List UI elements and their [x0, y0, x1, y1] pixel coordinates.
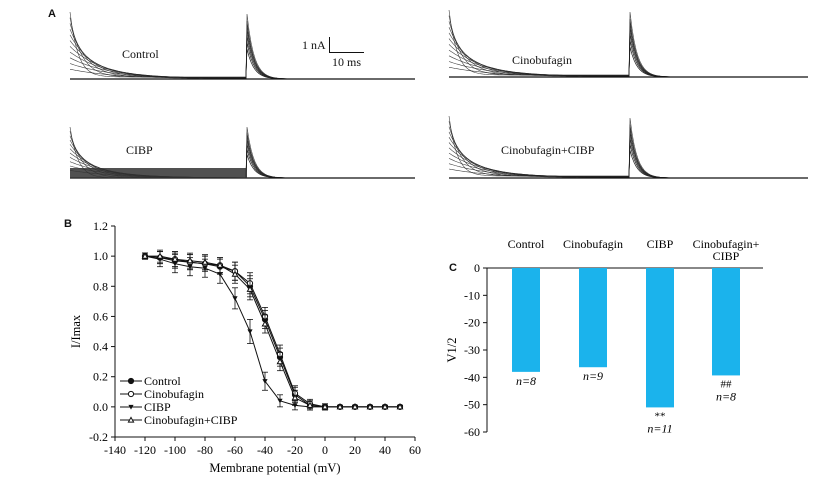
b-y-tick-label: 0.2 — [93, 370, 108, 384]
trace-label-cibp: CIBP — [124, 143, 155, 158]
c-bar — [712, 268, 740, 376]
b-x-tick-label: 40 — [379, 443, 391, 457]
data-point — [262, 379, 268, 384]
trace-label-control: Control — [120, 47, 161, 62]
data-point — [127, 390, 135, 398]
c-bar — [579, 268, 607, 368]
b-x-tick-label: -40 — [257, 443, 273, 457]
c-category-label: CIBP — [713, 249, 740, 263]
trace-noise-band — [70, 168, 247, 178]
c-n-label: n=11 — [647, 421, 672, 435]
c-significance-label: ## — [721, 378, 733, 390]
scalebar: 1 nA 10 ms — [280, 35, 390, 75]
data-point — [396, 403, 404, 410]
b-y-tick-label: 0.4 — [93, 340, 108, 354]
data-point — [276, 358, 284, 365]
b-x-axis-label: Membrane potential (mV) — [209, 461, 340, 475]
data-point — [246, 285, 254, 292]
scalebar-vertical-line — [329, 37, 330, 53]
data-point — [381, 403, 389, 410]
b-x-tick-label: -140 — [104, 443, 126, 457]
trace-label-cinobufagin-cibp: Cinobufagin+CIBP — [499, 143, 597, 158]
panel-a-traces — [69, 9, 808, 179]
c-y-tick-label: -40 — [464, 370, 480, 384]
data-point — [232, 296, 238, 301]
c-category-label: Control — [508, 237, 545, 251]
c-y-tick-label: -60 — [464, 425, 480, 439]
c-significance-label: ** — [655, 410, 666, 422]
data-point — [321, 403, 329, 410]
data-point — [156, 252, 164, 259]
c-y-tick-label: -50 — [464, 398, 480, 412]
b-y-axis-label: I/Imax — [69, 314, 83, 348]
data-point — [127, 377, 135, 385]
data-point — [306, 401, 314, 408]
trace-label-cinobufagin: Cinobufagin — [510, 53, 574, 68]
b-x-tick-label: -100 — [164, 443, 186, 457]
data-point — [291, 394, 299, 401]
legend-label: Control — [144, 374, 181, 388]
data-point — [127, 416, 135, 423]
c-y-tick-label: 0 — [474, 261, 480, 275]
scalebar-time-label: 10 ms — [332, 55, 362, 69]
data-point — [216, 261, 224, 268]
c-n-label: n=8 — [716, 389, 736, 403]
data-point — [247, 329, 253, 335]
b-x-tick-label: 20 — [349, 443, 361, 457]
b-y-tick-label: 1.2 — [93, 219, 108, 233]
panel-c-letter: C — [449, 262, 457, 274]
data-point — [141, 252, 149, 259]
c-n-label: n=9 — [583, 369, 603, 383]
c-category-label: CIBP — [647, 237, 674, 251]
series-line — [145, 255, 400, 408]
data-point — [277, 398, 283, 404]
c-n-label: n=8 — [516, 374, 536, 388]
c-y-axis-label: V1/2 — [445, 338, 459, 363]
b-x-tick-label: -80 — [197, 443, 213, 457]
c-y-tick-label: -10 — [464, 288, 480, 302]
data-point — [186, 257, 194, 264]
panel-a-letter: A — [48, 8, 56, 20]
b-x-tick-label: -120 — [134, 443, 156, 457]
b-y-tick-label: 0.6 — [93, 309, 108, 323]
c-category-label: Cinobufagin — [563, 237, 623, 251]
b-x-tick-label: -20 — [287, 443, 303, 457]
data-point — [231, 270, 239, 277]
c-bar — [512, 268, 540, 372]
data-point — [261, 320, 269, 327]
panel-b-letter: B — [64, 218, 72, 230]
b-x-tick-label: 60 — [409, 443, 421, 457]
b-y-tick-label: 0.0 — [93, 400, 108, 414]
b-y-tick-label: -0.2 — [89, 430, 108, 444]
b-x-tick-label: 0 — [322, 443, 328, 457]
b-y-tick-label: 1.0 — [93, 249, 108, 263]
data-point — [128, 404, 134, 410]
legend-label: CIBP — [144, 400, 171, 414]
data-point — [351, 403, 359, 410]
c-bar — [646, 268, 674, 408]
scalebar-horizontal-line — [329, 52, 364, 53]
data-point — [336, 403, 344, 410]
c-y-tick-label: -30 — [464, 343, 480, 357]
b-y-tick-label: 0.8 — [93, 279, 108, 293]
data-point — [217, 272, 223, 277]
c-y-tick-label: -20 — [464, 316, 480, 330]
scalebar-current-label: 1 nA — [302, 38, 326, 52]
legend-label: Cinobufagin+CIBP — [144, 413, 238, 427]
data-point — [366, 403, 374, 410]
legend-label: Cinobufagin — [144, 387, 204, 401]
data-point — [201, 258, 209, 265]
b-x-tick-label: -60 — [227, 443, 243, 457]
b-series — [141, 249, 404, 411]
data-point — [171, 255, 179, 262]
c-category-label: Cinobufagin+ — [693, 237, 760, 251]
